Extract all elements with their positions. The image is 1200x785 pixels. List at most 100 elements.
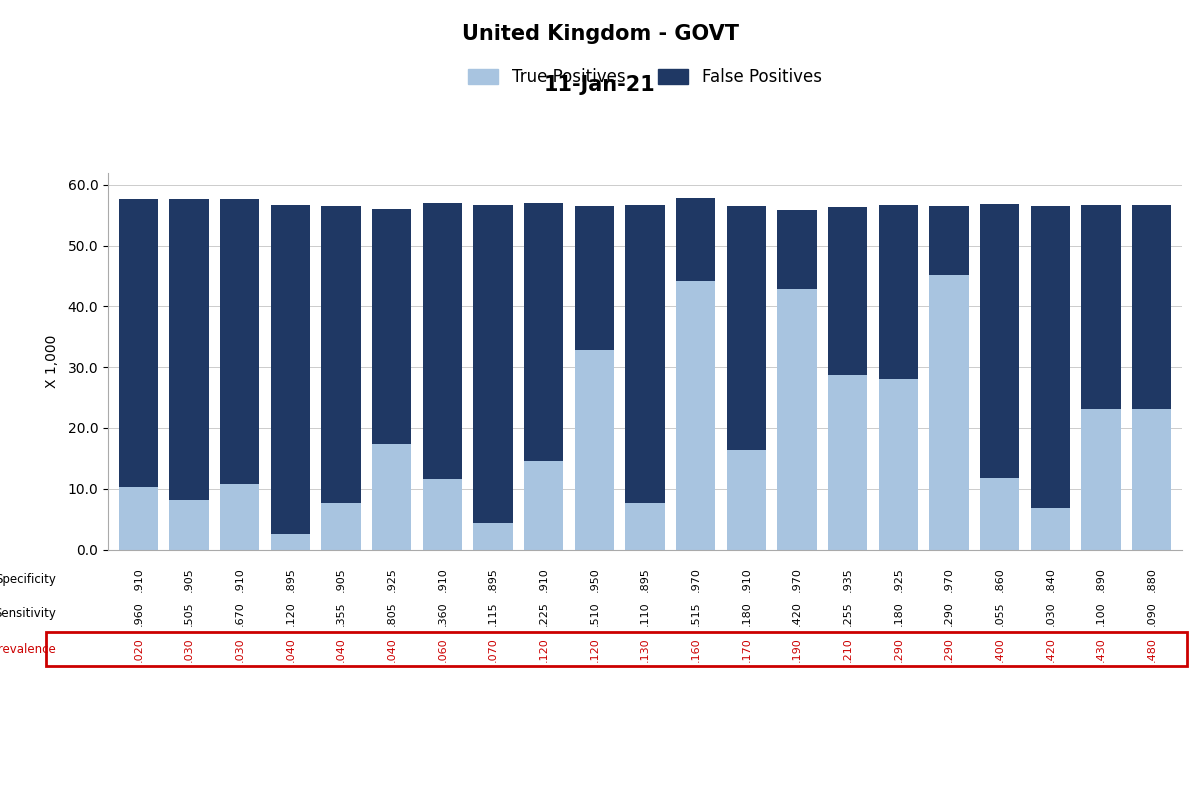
Text: Prevalence: Prevalence — [0, 643, 56, 655]
Text: .480: .480 — [1147, 637, 1157, 662]
Text: .515: .515 — [691, 601, 701, 626]
Text: .840: .840 — [1045, 568, 1055, 592]
Bar — [929, 206, 968, 275]
Text: .400: .400 — [995, 637, 1004, 662]
Text: .290: .290 — [944, 601, 954, 626]
Bar — [878, 206, 918, 379]
Text: .170: .170 — [742, 637, 751, 662]
Text: .030: .030 — [184, 637, 194, 662]
Text: Sensitivity: Sensitivity — [0, 607, 56, 620]
Bar — [1132, 205, 1171, 408]
Text: .880: .880 — [1147, 568, 1157, 592]
Bar — [1081, 205, 1121, 409]
Text: .970: .970 — [792, 568, 802, 592]
Bar — [372, 210, 412, 444]
Text: .970: .970 — [944, 568, 954, 592]
Text: .040: .040 — [386, 637, 397, 662]
Bar — [271, 205, 310, 534]
Bar — [929, 275, 968, 550]
Bar — [1031, 206, 1070, 509]
Text: .120: .120 — [286, 601, 295, 626]
Text: .670: .670 — [235, 601, 245, 626]
Bar — [1081, 409, 1121, 550]
Bar — [46, 633, 1187, 666]
Text: .040: .040 — [336, 637, 346, 662]
Text: .180: .180 — [893, 601, 904, 626]
Bar — [625, 503, 665, 550]
Bar — [575, 350, 614, 550]
Text: .970: .970 — [691, 568, 701, 592]
Text: .070: .070 — [488, 637, 498, 662]
Bar — [778, 289, 817, 550]
Bar — [422, 479, 462, 550]
Bar — [372, 444, 412, 550]
Text: .505: .505 — [184, 601, 194, 626]
Bar — [828, 207, 868, 374]
Bar — [726, 206, 766, 450]
Bar — [119, 199, 158, 487]
Text: .360: .360 — [437, 601, 448, 626]
Text: 11-Jan-21: 11-Jan-21 — [544, 75, 656, 94]
Bar — [524, 462, 564, 550]
Text: .420: .420 — [1045, 637, 1055, 662]
Bar — [524, 203, 564, 462]
Bar — [322, 503, 361, 550]
Text: .110: .110 — [640, 601, 650, 626]
Bar — [676, 280, 715, 550]
Text: .100: .100 — [1096, 601, 1106, 626]
Text: .905: .905 — [184, 568, 194, 592]
Text: .030: .030 — [1045, 601, 1055, 626]
Bar — [980, 478, 1019, 550]
Bar — [676, 199, 715, 280]
Bar — [828, 374, 868, 550]
Text: .190: .190 — [792, 637, 802, 662]
Text: .115: .115 — [488, 601, 498, 626]
Bar — [575, 206, 614, 350]
Bar — [726, 450, 766, 550]
Y-axis label: X 1,000: X 1,000 — [46, 334, 59, 388]
Bar — [220, 199, 259, 484]
Bar — [473, 524, 512, 550]
Bar — [625, 205, 665, 503]
Text: .925: .925 — [893, 568, 904, 592]
Text: .910: .910 — [742, 568, 751, 592]
Text: .895: .895 — [488, 568, 498, 592]
Text: .510: .510 — [589, 601, 599, 626]
Text: .950: .950 — [589, 568, 599, 592]
Bar — [1132, 408, 1171, 550]
Bar — [322, 206, 361, 503]
Text: Specificity: Specificity — [0, 573, 56, 586]
Text: .020: .020 — [133, 637, 143, 662]
Text: .160: .160 — [691, 637, 701, 662]
Text: .960: .960 — [133, 601, 143, 626]
Bar — [473, 205, 512, 524]
Text: .030: .030 — [235, 637, 245, 662]
Text: .430: .430 — [1096, 637, 1106, 662]
Bar — [169, 500, 209, 550]
Text: .180: .180 — [742, 601, 751, 626]
Text: .910: .910 — [235, 568, 245, 592]
Text: .055: .055 — [995, 601, 1004, 626]
Text: .225: .225 — [539, 601, 548, 626]
Text: .910: .910 — [133, 568, 143, 592]
Text: .935: .935 — [842, 568, 853, 592]
Text: .895: .895 — [286, 568, 295, 592]
Text: United Kingdom - GOVT: United Kingdom - GOVT — [462, 24, 738, 43]
Bar — [220, 484, 259, 550]
Text: .210: .210 — [842, 637, 853, 662]
Text: .120: .120 — [589, 637, 599, 662]
Text: .290: .290 — [944, 637, 954, 662]
Bar — [169, 199, 209, 500]
Text: .890: .890 — [1096, 568, 1106, 592]
Bar — [980, 203, 1019, 478]
Bar — [271, 534, 310, 550]
Text: .090: .090 — [1147, 601, 1157, 626]
Text: .805: .805 — [386, 601, 397, 626]
Text: .910: .910 — [539, 568, 548, 592]
Text: .355: .355 — [336, 601, 346, 626]
Text: .290: .290 — [893, 637, 904, 662]
Bar — [878, 379, 918, 550]
Bar — [1031, 509, 1070, 550]
Text: .860: .860 — [995, 568, 1004, 592]
Text: .130: .130 — [640, 637, 650, 662]
